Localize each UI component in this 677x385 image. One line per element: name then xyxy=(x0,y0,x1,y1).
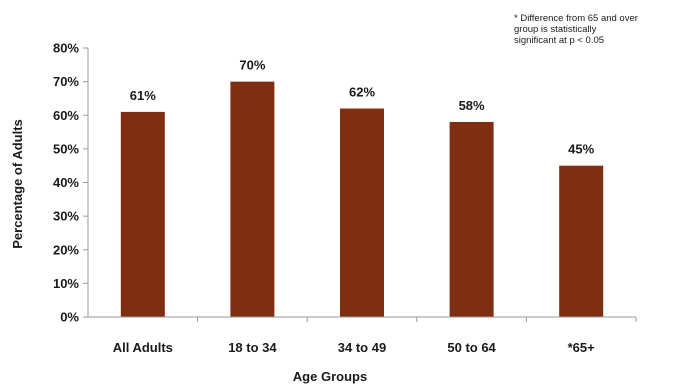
category-label: 18 to 34 xyxy=(228,340,277,355)
data-label: 70% xyxy=(239,58,265,73)
y-tick-label: 10% xyxy=(53,276,79,291)
y-axis-title: Percentage of Adults xyxy=(10,119,25,249)
y-tick-label: 70% xyxy=(53,74,79,89)
y-axis-ticks: 0% 10% 20% 30% 40% 50% 60% 70% 80% xyxy=(53,41,88,325)
bars xyxy=(120,81,604,318)
y-tick-label: 20% xyxy=(53,242,79,257)
data-label: 45% xyxy=(568,142,594,157)
y-tick-label: 30% xyxy=(53,209,79,224)
data-label: 58% xyxy=(459,98,485,113)
y-tick-label: 60% xyxy=(53,108,79,123)
data-label: 62% xyxy=(349,85,375,100)
category-labels: All Adults 18 to 34 34 to 49 50 to 64 *65+ xyxy=(113,317,637,355)
bar xyxy=(559,165,604,317)
data-label: 61% xyxy=(130,88,156,103)
category-label: 50 to 64 xyxy=(447,340,496,355)
significance-note-line-2: group is statistically xyxy=(514,24,597,35)
significance-note-line-3: significant at p < 0.05 xyxy=(514,35,604,46)
category-label: 34 to 49 xyxy=(338,340,386,355)
category-label: *65+ xyxy=(568,340,596,355)
significance-note-line-1: * Difference from 65 and over xyxy=(514,13,638,24)
bar xyxy=(340,108,384,318)
y-tick-label: 40% xyxy=(53,175,79,190)
x-axis-title: Age Groups xyxy=(293,369,367,384)
y-tick-label: 80% xyxy=(53,41,79,56)
category-label: All Adults xyxy=(113,340,173,355)
y-tick-label: 50% xyxy=(53,141,79,156)
y-tick-label: 0% xyxy=(60,310,79,325)
bar xyxy=(120,111,165,317)
bar xyxy=(449,121,494,317)
bar xyxy=(230,81,275,317)
data-labels: 61% 70% 62% 58% 45% xyxy=(130,58,595,157)
significance-note: * Difference from 65 and over group is s… xyxy=(514,13,641,46)
